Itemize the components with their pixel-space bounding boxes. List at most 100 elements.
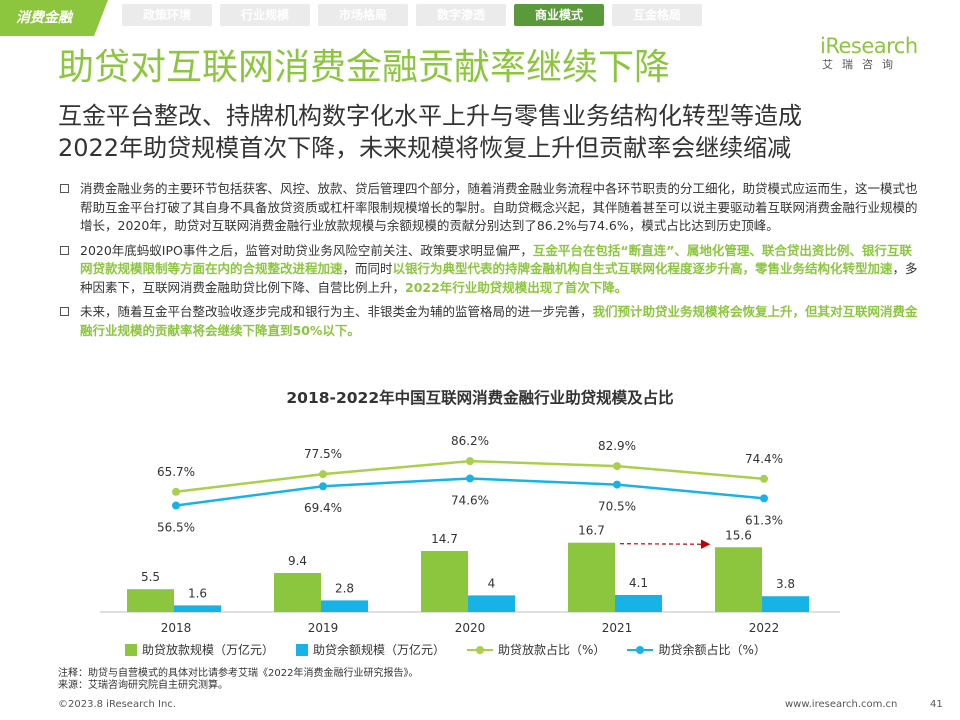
- combo-chart: 5.5 1.6 2018 9.4 2.8 2019 14.7 4 2020 16.7 4.1 2021…: [100, 434, 840, 635]
- legend-label: 助贷余额规模（万亿元）: [313, 643, 446, 657]
- legend-item: 助贷放款占比（%）: [467, 641, 605, 658]
- data-label-loan-share: 65.7%: [157, 465, 195, 479]
- point-balance-share: [172, 501, 180, 510]
- data-label-loan-share: 82.9%: [598, 439, 636, 453]
- legend-label: 助贷放款规模（万亿元）: [142, 643, 275, 657]
- bullet-square-icon: [60, 307, 69, 316]
- logo-subtitle: 艾瑞咨询: [822, 58, 902, 71]
- bullet-text: 未来，随着互金平台整改验收逐步完成和银行为主、非银类金为辅的监管格局的进一步完善…: [80, 304, 593, 319]
- bar-loan-balance: [615, 594, 662, 612]
- data-label-loan-volume: 9.4: [288, 554, 307, 568]
- legend-item: 助贷余额占比（%）: [627, 641, 766, 658]
- tab-digital[interactable]: 数字渗透: [416, 4, 506, 26]
- data-label-balance-share: 74.6%: [451, 493, 489, 507]
- data-label-loan-share: 77.5%: [304, 447, 342, 461]
- data-label-loan-share: 86.2%: [451, 434, 489, 448]
- bar-loan-volume: [421, 550, 468, 612]
- data-label-loan-balance: 1.6: [188, 586, 207, 600]
- data-label-loan-balance: 3.8: [776, 577, 795, 591]
- legend-item: 助贷放款规模（万亿元）: [125, 641, 274, 658]
- tab-business-model[interactable]: 商业模式: [514, 4, 604, 26]
- point-loan-share: [466, 457, 474, 466]
- note-text: 注释：助贷与自营模式的具体对比请参考艾瑞《2022年消费金融行业研究报告》。: [58, 668, 419, 679]
- x-tick-label: 2021: [602, 621, 633, 635]
- point-balance-share: [760, 494, 768, 503]
- logo-mark: iResearch: [820, 34, 918, 58]
- legend-swatch-loan-volume: [125, 643, 137, 656]
- bar-loan-volume: [568, 542, 615, 612]
- legend-swatch-loan-balance: [296, 643, 309, 656]
- badge-shape: [0, 0, 108, 36]
- data-label-loan-balance: 2.8: [335, 581, 354, 595]
- subtitle-line-2: 2022年助贷规模首次下降，未来规模将恢复上升但贡献率会继续缩减: [58, 134, 792, 162]
- bullet-highlight: 互金平台在包括“断直连”、属地化管理、联合贷出资比例、银行互联网贷款规模限制等方…: [80, 242, 912, 277]
- page-subtitle: 互金平台整改、持牌机构数字化水平上升与零售业务结构化转型等造成 2022年助贷规…: [58, 100, 802, 164]
- data-label-loan-volume: 5.5: [141, 570, 160, 584]
- bullet-highlight: 以银行为典型代表的持牌金融机构自生式互联网化程度逐步升高，零售业务结构化转型加速: [392, 261, 893, 276]
- point-loan-share: [613, 462, 621, 471]
- page-number: 41: [930, 699, 943, 710]
- subtitle-line-1: 互金平台整改、持牌机构数字化水平上升与零售业务结构化转型等造成: [58, 102, 802, 130]
- bar-loan-volume: [127, 589, 174, 612]
- decline-arrow-annotation: [619, 539, 711, 550]
- page-title: 助贷对互联网消费金融贡献率继续下降: [58, 47, 671, 88]
- tab-market[interactable]: 市场格局: [318, 4, 408, 26]
- data-label-balance-share: 61.3%: [745, 513, 783, 527]
- tab-policy[interactable]: 政策环境: [122, 4, 212, 26]
- bullet-text: ，而同时: [342, 261, 393, 276]
- badge-label: 消费金融: [16, 10, 72, 26]
- bullet-square-icon: [60, 184, 69, 193]
- footer-copyright: ©2023.8 iResearch Inc.: [58, 699, 176, 710]
- legend-line-loan-share: [467, 644, 494, 656]
- data-label-balance-share: 69.4%: [304, 501, 342, 515]
- bullet-list: 消费金融业务的主要环节包括获客、风控、放款、贷后管理四个部分，随着消费金融业务流…: [58, 180, 918, 346]
- tab-industry-scale[interactable]: 行业规模: [220, 4, 310, 26]
- data-label-loan-balance: 4: [488, 576, 496, 590]
- iresearch-logo: iResearch 艾瑞咨询: [820, 34, 930, 84]
- bullet-item: 消费金融业务的主要环节包括获客、风控、放款、贷后管理四个部分，随着消费金融业务流…: [58, 180, 918, 236]
- bullet-highlight: 我们预计助贷业务规模将会恢复上升，但其对互联网消费金融行业规模的贡献率将会继续下…: [80, 304, 918, 338]
- bar-loan-balance: [174, 605, 221, 612]
- point-loan-share: [760, 474, 768, 483]
- section-tabs: 政策环境 行业规模 市场格局 数字渗透 商业模式 互金格局: [122, 4, 702, 26]
- bullet-item: 2020年底蚂蚁IPO事件之后，监管对助贷业务风险空前关注、政策要求明显偏严，互…: [58, 242, 918, 298]
- bullet-highlight: 2022年行业助贷规模出现了首次下降。: [405, 279, 628, 295]
- data-label-loan-volume: 16.7: [578, 524, 605, 538]
- point-loan-share: [172, 487, 180, 496]
- point-balance-share: [613, 480, 621, 489]
- data-label-balance-share: 56.5%: [157, 521, 195, 535]
- chart-legend: 助贷放款规模（万亿元） 助贷余额规模（万亿元） 助贷放款占比（%） 助贷余额占比…: [125, 641, 766, 658]
- legend-item: 助贷余额规模（万亿元）: [296, 641, 445, 658]
- bar-loan-balance: [321, 600, 368, 612]
- data-label-loan-balance: 4.1: [629, 576, 648, 590]
- section-badge: 消费金融: [0, 0, 108, 36]
- tab-fintech[interactable]: 互金格局: [612, 4, 702, 26]
- data-label-balance-share: 70.5%: [598, 500, 636, 514]
- bullet-text: ，多种因素下，互联网消费金融助贷比例下降、自营比例上升，: [80, 261, 918, 295]
- data-label-loan-share: 74.4%: [745, 452, 783, 466]
- data-label-loan-volume: 14.7: [431, 532, 458, 546]
- footer-website[interactable]: www.iresearch.com.cn: [785, 699, 898, 710]
- bullet-item: 未来，随着互金平台整改验收逐步完成和银行为主、非银类金为辅的监管格局的进一步完善…: [58, 303, 918, 340]
- bullet-text: 2020年底蚂蚁IPO事件之后，监管对助贷业务风险空前关注、政策要求明显偏严，: [80, 242, 533, 258]
- x-tick-label: 2018: [161, 621, 192, 635]
- legend-label: 助贷放款占比（%）: [498, 643, 606, 657]
- point-balance-share: [319, 482, 327, 491]
- legend-line-balance-share: [627, 644, 654, 656]
- x-tick-label: 2019: [308, 621, 339, 635]
- bar-loan-volume: [715, 547, 762, 612]
- x-tick-label: 2020: [455, 621, 486, 635]
- point-loan-share: [319, 470, 327, 479]
- bar-loan-balance: [762, 596, 809, 612]
- legend-label: 助贷余额占比（%）: [658, 643, 766, 657]
- bullet-square-icon: [60, 245, 69, 255]
- chart-notes: 注释：助贷与自营模式的具体对比请参考艾瑞《2022年消费金融行业研究报告》。 来…: [58, 668, 418, 692]
- data-label-loan-volume: 15.6: [725, 528, 752, 542]
- point-balance-share: [466, 474, 474, 483]
- chart-title: 2018-2022年中国互联网消费金融行业助贷规模及占比: [286, 389, 674, 407]
- bullet-text: 消费金融业务的主要环节包括获客、风控、放款、贷后管理四个部分，随着消费金融业务流…: [80, 181, 918, 233]
- source-text: 来源：艾瑞咨询研究院自主研究测算。: [58, 680, 228, 691]
- x-tick-label: 2022: [749, 621, 780, 635]
- bar-loan-balance: [468, 595, 515, 612]
- bar-loan-volume: [274, 572, 321, 612]
